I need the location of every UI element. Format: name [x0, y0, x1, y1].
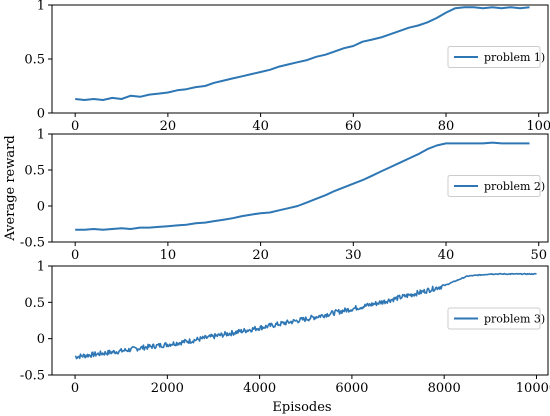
- legend: problem 3): [447, 307, 545, 330]
- legend-box: [447, 46, 541, 68]
- y-tick-label: 0: [37, 200, 45, 215]
- legend-label: problem 1): [484, 51, 545, 64]
- x-tick-label: 0: [71, 119, 79, 134]
- legend: problem 2): [447, 175, 545, 197]
- legend: problem 1): [447, 46, 545, 68]
- x-tick-label: 40: [438, 248, 455, 263]
- legend-box: [447, 175, 541, 197]
- y-tick-label: 0.5: [24, 164, 45, 179]
- x-tick-label: 6000: [335, 381, 368, 396]
- x-tick-label: 2000: [151, 381, 184, 396]
- x-tick-label: 20: [160, 119, 177, 134]
- y-tick-label: 0.5: [24, 296, 45, 311]
- x-tick-label: 100: [526, 119, 550, 134]
- x-tick-label: 0: [71, 381, 79, 396]
- y-tick-label: 0.5: [24, 53, 45, 68]
- x-tick-label: 80: [438, 119, 455, 134]
- series-line-problem-3: [74, 272, 537, 360]
- x-axis-title: Episodes: [272, 400, 331, 415]
- series-line-problem-2: [75, 141, 530, 231]
- plot-frame: [51, 133, 549, 243]
- legend-box: [447, 307, 541, 330]
- x-tick-label: 0: [71, 248, 79, 263]
- y-axis-title: Average reward: [3, 135, 18, 241]
- legend-label: problem 3): [484, 313, 545, 326]
- y-tick-label: 1: [37, 128, 45, 143]
- x-tick-label: 40: [252, 119, 269, 134]
- y-tick-label: 0: [37, 332, 45, 347]
- x-tick-label: 8000: [428, 381, 461, 396]
- subplot-2: 0 10 20 30 40 50 -0.5 0 0.5 1 problem 2): [20, 128, 549, 263]
- y-tick-label: 1: [37, 260, 45, 275]
- y-tick-label: 0: [37, 107, 45, 122]
- y-tick-label: -0.5: [20, 236, 45, 251]
- x-tick-label: 50: [530, 248, 547, 263]
- x-tick-label: 10: [160, 248, 177, 263]
- subplot-1: 0 20 40 60 80 100 0 0.5 1 problem 1): [24, 0, 550, 134]
- legend-label: problem 2): [484, 180, 545, 193]
- x-tick-label: 60: [345, 119, 362, 134]
- x-tick-label: 4000: [243, 381, 276, 396]
- x-tick-label: 30: [345, 248, 362, 263]
- plot-frame: [51, 265, 549, 376]
- y-tick-label: -0.5: [20, 369, 45, 384]
- y-tick-label: 1: [37, 0, 45, 14]
- x-tick-label: 20: [252, 248, 269, 263]
- series-line-problem-1: [75, 6, 530, 101]
